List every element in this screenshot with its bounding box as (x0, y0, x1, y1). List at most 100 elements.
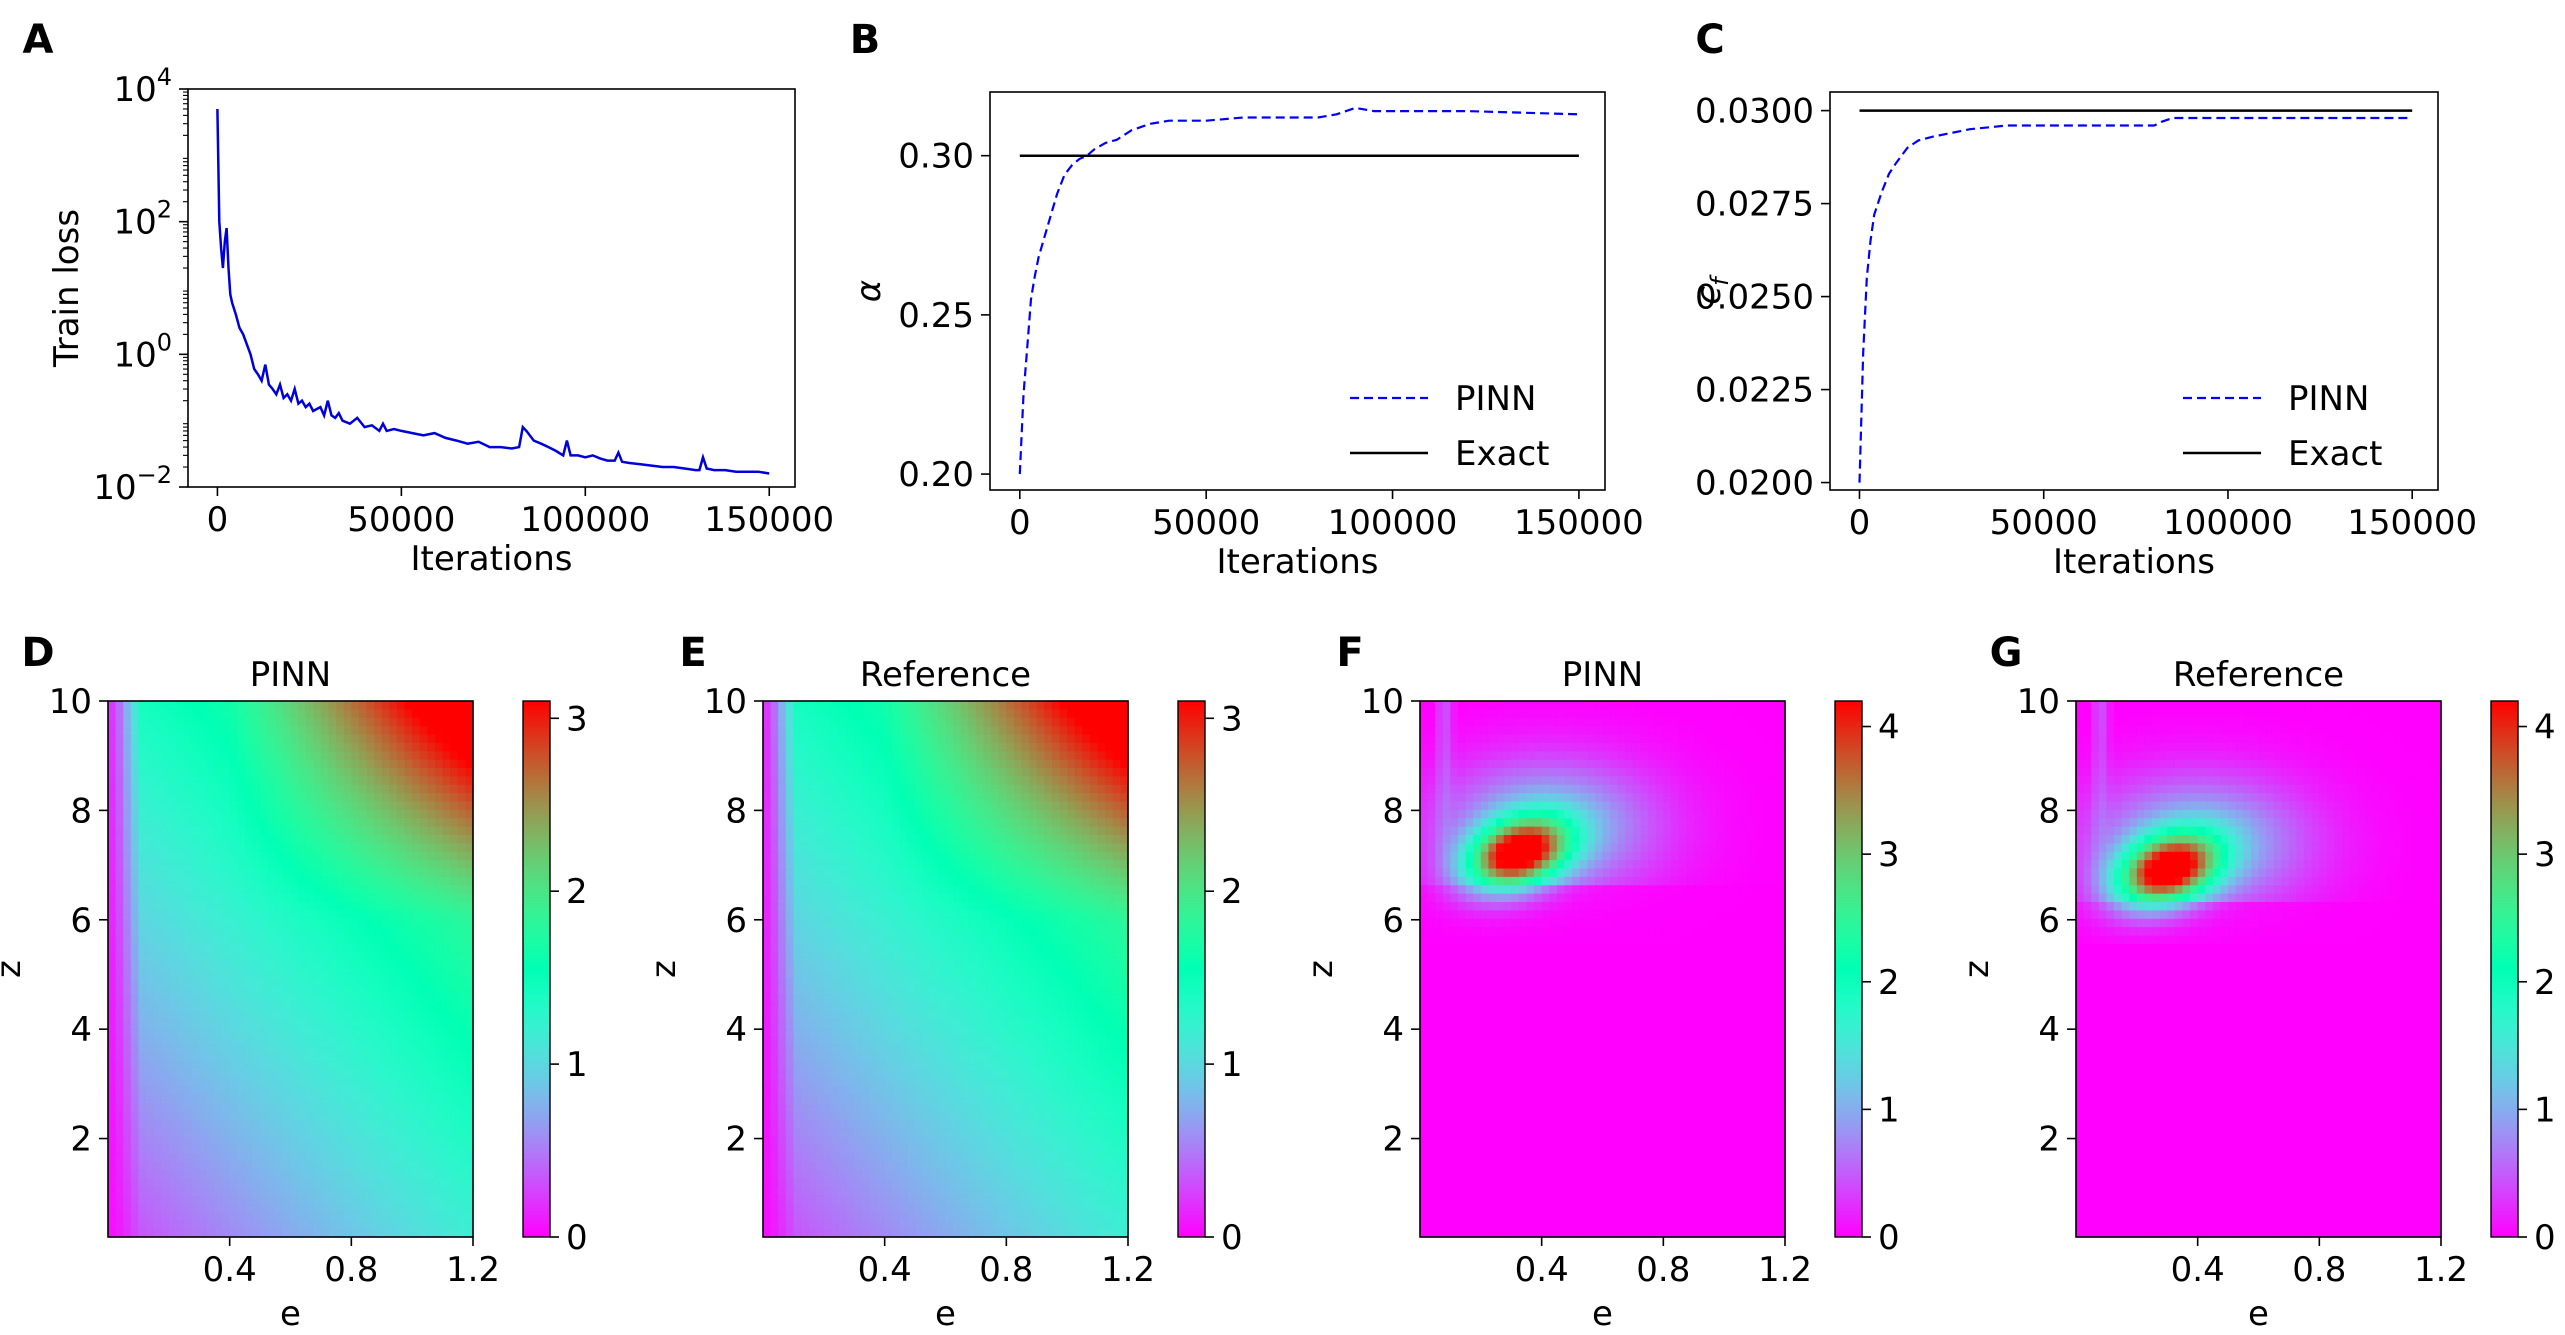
heatmap-cell (923, 852, 931, 861)
heatmap-cell (771, 977, 779, 986)
heatmap-cell (329, 885, 337, 894)
heatmap-cell (237, 910, 245, 919)
heatmap-cell (763, 860, 771, 869)
heatmap-cell (405, 852, 413, 861)
heatmap-cell (138, 1153, 146, 1162)
heatmap-cell (389, 1111, 397, 1120)
heatmap-cell (443, 1178, 451, 1187)
heatmap-cell (420, 1095, 428, 1104)
heatmap-cell (763, 1162, 771, 1171)
heatmap-cell (367, 1019, 375, 1028)
heatmap-cell (420, 994, 428, 1003)
heatmap-cell (154, 1011, 162, 1020)
heatmap-cell (199, 1053, 207, 1062)
x-axis-label: e (280, 1294, 301, 1334)
heatmap-cell (405, 1019, 413, 1028)
heatmap-cell (786, 1178, 794, 1187)
heatmap-cell (397, 986, 405, 995)
heatmap-cell (359, 818, 367, 827)
heatmap-cell (915, 910, 923, 919)
heatmap-cell (329, 1011, 337, 1020)
y-tick-label: 0.0225 (1695, 371, 1814, 411)
heatmap-cell (214, 1078, 222, 1087)
heatmap-cell (382, 1153, 390, 1162)
heatmap-cell (222, 1044, 230, 1053)
heatmap-cell (382, 1111, 390, 1120)
heatmap-cell (298, 760, 306, 769)
heatmap-cell (862, 1095, 870, 1104)
heatmap-cell (877, 936, 885, 945)
heatmap-cell (108, 827, 116, 836)
heatmap-cell (291, 927, 299, 936)
heatmap-cell (329, 927, 337, 936)
heatmap-image (763, 701, 1129, 1238)
heatmap-cell (306, 910, 314, 919)
heatmap-cell (915, 735, 923, 744)
heatmap-cell (367, 827, 375, 836)
heatmap-cell (131, 802, 139, 811)
heatmap-cell (283, 776, 291, 785)
heatmap-cell (816, 785, 824, 794)
heatmap-cell (138, 927, 146, 936)
heatmap-cell (298, 860, 306, 869)
heatmap-cell (907, 810, 915, 819)
heatmap-cell (313, 785, 321, 794)
heatmap-cell (435, 1178, 443, 1187)
heatmap-cell (397, 1128, 405, 1137)
heatmap-cell (199, 768, 207, 777)
heatmap-cell (260, 860, 268, 869)
heatmap-cell (420, 986, 428, 995)
heatmap-cell (222, 1145, 230, 1154)
heatmap-cell (169, 1120, 177, 1129)
heatmap-cell (344, 1137, 352, 1146)
heatmap-cell (184, 1061, 192, 1070)
heatmap-cell (907, 827, 915, 836)
heatmap-cell (786, 785, 794, 794)
heatmap-cell (169, 751, 177, 760)
heatmap-cell (344, 810, 352, 819)
heatmap-cell (907, 944, 915, 953)
heatmap-cell (291, 986, 299, 995)
heatmap-cell (260, 1204, 268, 1213)
heatmap-cell (291, 944, 299, 953)
heatmap-cell (953, 1011, 961, 1020)
heatmap-cell (915, 869, 923, 878)
heatmap-cell (351, 760, 359, 769)
heatmap-cell (389, 1145, 397, 1154)
heatmap-cell (907, 1044, 915, 1053)
heatmap-cell (283, 1178, 291, 1187)
heatmap-cell (793, 1195, 801, 1204)
heatmap-cell (915, 843, 923, 852)
heatmap-cell (154, 869, 162, 878)
heatmap-cell (230, 768, 238, 777)
heatmap-cell (275, 1086, 283, 1095)
heatmap-cell (351, 1178, 359, 1187)
heatmap-cell (793, 1212, 801, 1221)
heatmap-cell (222, 1128, 230, 1137)
heatmap-cell (222, 910, 230, 919)
heatmap-cell (839, 818, 847, 827)
heatmap-cell (336, 793, 344, 802)
heatmap-cell (283, 952, 291, 961)
heatmap-cell (275, 1011, 283, 1020)
heatmap-cell (176, 760, 184, 769)
heatmap-cell (176, 902, 184, 911)
heatmap-cell (176, 1078, 184, 1087)
heatmap-cell (900, 885, 908, 894)
heatmap-cell (885, 986, 893, 995)
heatmap-cell (169, 1153, 177, 1162)
heatmap-cell (306, 1111, 314, 1120)
heatmap-cell (862, 1187, 870, 1196)
heatmap-cell (176, 751, 184, 760)
heatmap-cell (245, 843, 253, 852)
heatmap-cell (435, 1103, 443, 1112)
heatmap-cell (771, 835, 779, 844)
heatmap-cell (214, 986, 222, 995)
heatmap-cell (222, 1061, 230, 1070)
heatmap-cell (405, 843, 413, 852)
heatmap-cell (146, 869, 154, 878)
heatmap-cell (397, 1095, 405, 1104)
heatmap-cell (260, 1170, 268, 1179)
heatmap-cell (816, 936, 824, 945)
heatmap-cell (831, 977, 839, 986)
